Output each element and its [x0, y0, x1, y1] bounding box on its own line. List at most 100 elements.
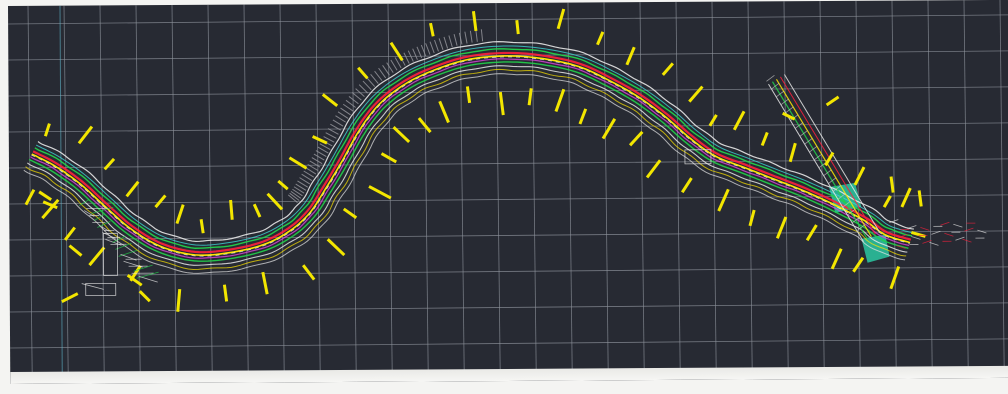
alignment-line: [25, 68, 907, 270]
station-marker-icon: [527, 88, 533, 106]
station-marker-icon: [321, 93, 339, 107]
station-marker-icon: [910, 231, 926, 238]
station-marker-icon: [661, 62, 674, 76]
station-marker-icon: [824, 151, 835, 167]
station-marker-icon: [889, 176, 895, 193]
station-marker-icon: [392, 126, 411, 144]
grid-line: [9, 230, 1008, 241]
station-marker-icon: [311, 135, 328, 145]
station-marker-icon: [788, 142, 797, 163]
station-marker-icon: [601, 118, 617, 140]
grid-line: [567, 2, 573, 381]
station-marker-icon: [38, 190, 53, 201]
station-marker-icon: [515, 20, 520, 35]
station-marker-icon: [732, 110, 746, 131]
branch-road-line: [780, 76, 876, 235]
cad-drawing-viewport: [8, 0, 1008, 384]
detail-stroke: [907, 225, 917, 229]
station-marker-icon: [852, 256, 865, 273]
detail-stroke: [940, 221, 950, 226]
station-marker-icon: [748, 209, 756, 227]
station-marker-icon: [498, 91, 505, 116]
grid-line: [711, 1, 717, 380]
branch-road-line: [775, 78, 872, 238]
grid-line: [603, 2, 609, 381]
station-marker-icon: [61, 292, 79, 304]
detail-stroke: [922, 239, 932, 244]
grid-line: [8, 122, 1008, 133]
station-marker-icon: [261, 271, 269, 295]
branch-road-hatch: [766, 75, 775, 82]
station-marker-icon: [578, 108, 588, 125]
station-marker-icon: [465, 86, 472, 104]
alignment-line: [31, 55, 911, 257]
branch-road-hatch: [775, 90, 785, 98]
branch-road-hatch: [832, 185, 842, 192]
grid-line: [423, 3, 429, 382]
grid-line: [351, 3, 357, 382]
station-marker-icon: [88, 246, 106, 267]
grid-line: [10, 338, 1008, 349]
alignment-line: [32, 51, 912, 254]
detail-block: [684, 149, 712, 165]
grid-line: [8, 14, 1008, 25]
station-marker-icon: [625, 46, 636, 66]
grid-line: [963, 0, 969, 379]
detail-stroke: [953, 223, 963, 228]
station-marker-icon: [199, 219, 205, 234]
grid-line: [495, 3, 501, 382]
grid-line: [59, 5, 63, 384]
detail-stroke: [962, 238, 972, 243]
station-marker-icon: [176, 289, 182, 312]
station-marker-icon: [380, 152, 398, 164]
detail-stroke: [944, 232, 954, 237]
alignment-line: [36, 45, 913, 246]
grid-line: [8, 86, 1008, 97]
detail-stroke: [955, 236, 965, 241]
station-marker-icon: [760, 131, 769, 147]
detail-stroke: [91, 206, 114, 214]
detail-stroke: [911, 236, 921, 240]
road-alignment-plan: [8, 0, 1008, 384]
station-marker-icon: [288, 156, 308, 170]
branch-road-hatch: [851, 216, 861, 224]
branch-road-hatch: [794, 122, 804, 129]
station-marker-icon: [596, 31, 605, 46]
station-marker-icon: [154, 194, 167, 209]
embankment-hatch-icon: [287, 29, 484, 204]
station-marker-icon: [805, 224, 818, 242]
station-marker-icon: [68, 244, 83, 257]
grid-line: [927, 0, 933, 379]
grid-line: [135, 5, 141, 384]
station-marker-icon: [326, 238, 346, 257]
detail-stroke: [79, 199, 90, 206]
station-marker-icon: [277, 179, 289, 191]
grid-line: [279, 4, 285, 383]
station-marker-icon: [342, 207, 358, 220]
station-marker-icon: [103, 157, 116, 171]
branch-road-hatch: [799, 130, 808, 137]
detail-stroke: [136, 271, 159, 279]
station-marker-icon: [389, 41, 404, 62]
station-marker-icon: [429, 22, 435, 37]
detail-stroke: [118, 249, 138, 257]
station-marker-icon: [708, 114, 718, 127]
station-marker-icon: [138, 290, 151, 303]
station-marker-icon: [229, 199, 234, 220]
branch-road-hatch: [785, 106, 794, 114]
coordinate-grid: [8, 0, 1008, 384]
branch-road-hatch: [842, 200, 851, 208]
station-marker-icon: [853, 166, 866, 186]
station-marker-icon: [882, 195, 892, 208]
detail-stroke: [898, 234, 908, 238]
station-marker-icon: [782, 111, 796, 121]
branch-road-hatch: [827, 177, 837, 185]
station-marker-icon: [125, 180, 140, 198]
station-marker-icon: [830, 248, 843, 270]
detail-stroke: [97, 221, 111, 228]
detail-stroke: [112, 235, 126, 243]
grid-line: [747, 1, 753, 380]
detail-stroke: [94, 214, 105, 221]
station-marker-icon: [252, 203, 262, 218]
detail-stroke: [115, 242, 132, 250]
